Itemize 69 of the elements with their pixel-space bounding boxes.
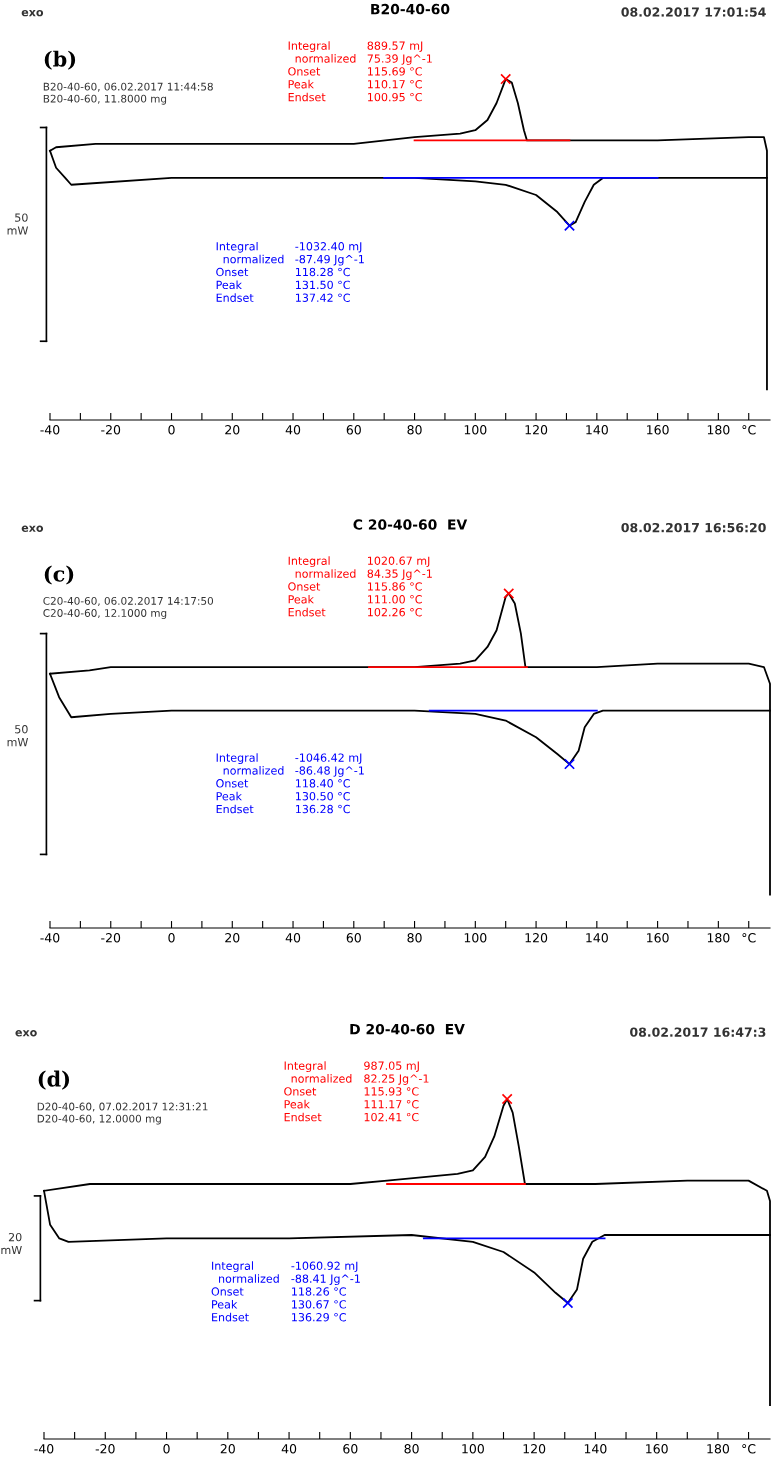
annotation: Integral normalized Onset Peak Endset <box>288 41 356 102</box>
x-tick-label: 180 <box>707 933 730 943</box>
x-tick-label: 60 <box>346 933 361 943</box>
x-tick-label: -20 <box>95 1444 115 1454</box>
text: 50 mW <box>7 725 29 747</box>
x-tick-label: 0 <box>168 933 175 943</box>
x-tick-label: °C <box>742 933 756 943</box>
chart-subtitle: (d) <box>38 1070 70 1090</box>
x-tick-label: 0 <box>163 1444 170 1454</box>
annotation: Integral normalized Onset Peak Endset <box>288 556 356 617</box>
text: exo <box>15 1030 37 1037</box>
x-tick-label: 140 <box>586 933 608 943</box>
x-tick-label: 140 <box>584 1444 607 1454</box>
x-tick-label: -20 <box>101 933 121 943</box>
annotation: 987.05 mJ 82.25 Jg^-1 115.93 °C 111.17 °C 102.41 °C <box>364 1061 429 1122</box>
text: exo <box>21 525 44 532</box>
x-tick-label: 100 <box>464 933 487 943</box>
text: 20 mW <box>1 1232 22 1255</box>
x-tick-label: 20 <box>225 933 240 943</box>
x-tick-label: -40 <box>34 1444 54 1454</box>
annotation: Integral normalized Onset Peak Endset <box>216 753 284 814</box>
annotation: D20-40-60, 07.02.2017 12:31:21 D20-40-60, 12.0000 mg <box>37 1102 208 1125</box>
text: 08.02.2017 16:56:20 <box>621 522 766 533</box>
x-tick-label: 100 <box>462 1444 484 1454</box>
annotation: B20-40-60, 06.02.2017 11:44:58 B20-40-60, 11.8000 mg <box>43 82 213 105</box>
chart-subtitle: (c) <box>44 565 74 585</box>
x-tick-label: 160 <box>647 933 669 943</box>
x-tick-label: -20 <box>101 425 121 435</box>
text: 08.02.2017 16:47:3 <box>630 1027 766 1037</box>
annotation: -1032.40 mJ -87.49 Jg^-1 118.28 °C 131.50 °C 137.42 °C <box>295 242 364 302</box>
x-tick-label: 100 <box>464 425 487 435</box>
x-tick-label: 180 <box>707 1444 730 1454</box>
text: exo <box>21 9 44 17</box>
x-tick-label: 60 <box>343 1444 358 1454</box>
x-tick-label: 80 <box>407 425 422 435</box>
chart-title: C 20-40-60 EV <box>353 519 468 530</box>
x-tick-label: 40 <box>285 425 301 435</box>
x-tick-label: 120 <box>523 1444 546 1454</box>
annotation: -1046.42 mJ -86.48 Jg^-1 118.40 °C 130.50 °C 136.28 °C <box>295 753 364 814</box>
x-tick-label: 80 <box>404 1444 419 1454</box>
x-tick-label: 40 <box>285 933 301 943</box>
annotation: 1020.67 mJ 84.35 Jg^-1 115.86 °C 111.00 °C 102.26 °C <box>367 556 432 617</box>
chart-title: D 20-40-60 EV <box>350 1023 465 1035</box>
x-tick-label: -40 <box>40 933 60 943</box>
x-tick-label: 0 <box>168 425 175 435</box>
chart-title: B20-40-60 <box>371 3 450 15</box>
x-tick-label: 180 <box>707 425 730 435</box>
x-tick-label: 160 <box>646 1444 668 1454</box>
annotation: Integral normalized Onset Peak Endset <box>211 1261 279 1322</box>
annotation: Integral normalized Onset Peak Endset <box>216 241 284 302</box>
x-tick-label: °C <box>742 1444 756 1454</box>
annotation: 889.57 mJ 75.39 Jg^-1 115.69 °C 110.17 °C 100.95 °C <box>367 41 432 102</box>
text: 08.02.2017 17:01:54 <box>621 7 766 17</box>
x-tick-label: 120 <box>525 425 548 435</box>
chart-subtitle: (b) <box>44 50 76 70</box>
x-tick-label: -40 <box>40 425 60 435</box>
x-tick-label: 140 <box>586 425 608 435</box>
annotation: C20-40-60, 06.02.2017 14:17:50 C20-40-60, 12.1000 mg <box>43 596 214 619</box>
text: 50 mW <box>7 213 29 235</box>
x-tick-label: 60 <box>346 425 361 435</box>
x-tick-label: 80 <box>407 933 422 943</box>
x-tick-label: 120 <box>525 933 548 943</box>
x-tick-label: 20 <box>225 425 240 435</box>
annotation: Integral normalized Onset Peak Endset <box>284 1061 352 1122</box>
x-tick-label: 40 <box>281 1444 297 1454</box>
x-tick-label: °C <box>742 425 756 435</box>
x-tick-label: 160 <box>647 425 669 435</box>
annotation: -1060.92 mJ -88.41 Jg^-1 118.26 °C 130.67 °C 136.29 °C <box>291 1261 360 1322</box>
x-tick-label: 20 <box>220 1444 235 1454</box>
